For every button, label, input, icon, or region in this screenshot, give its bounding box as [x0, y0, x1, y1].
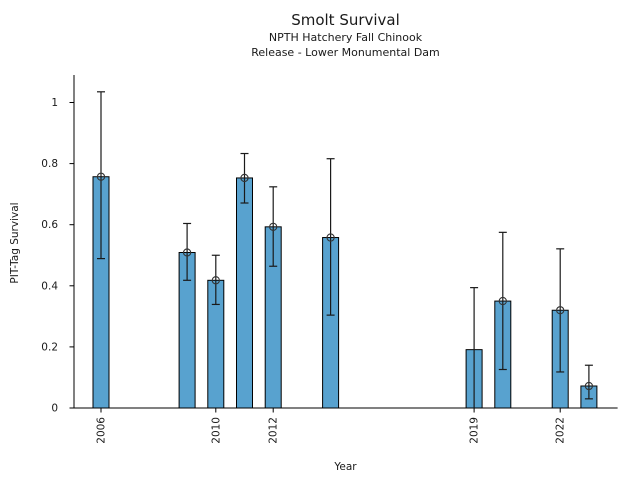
x-tick-label: 2019: [469, 417, 481, 444]
y-tick-label: 1: [51, 97, 58, 109]
point-marker-2023: [584, 381, 594, 391]
x-tick-label: 2010: [210, 417, 222, 444]
x-tick-label: 2022: [555, 417, 567, 444]
point-marker-2022: [556, 306, 565, 315]
point-marker-2011: [240, 173, 249, 183]
chart-title: Smolt Survival: [291, 11, 400, 29]
x-axis-label: Year: [334, 461, 357, 473]
point-marker-2012: [269, 222, 278, 231]
y-tick-label: 0.8: [41, 158, 58, 170]
y-tick-label: 0.6: [41, 219, 58, 231]
point-marker-2006: [96, 172, 106, 181]
x-tick-label: 2006: [96, 417, 108, 444]
y-tick-label: 0.2: [41, 341, 58, 353]
chart-subtitle-line2: Release - Lower Monumental Dam: [251, 46, 440, 59]
y-tick-label: 0.4: [41, 280, 58, 292]
chart-subtitle-line1: NPTH Hatchery Fall Chinook: [268, 31, 423, 44]
bar-2011: [236, 177, 253, 409]
y-tick-label: 0: [51, 403, 58, 415]
point-marker-2014: [326, 233, 335, 242]
point-marker-2009: [182, 248, 192, 257]
point-marker-2020: [498, 296, 507, 306]
point-marker-2010: [211, 276, 220, 285]
x-tick-label: 2012: [268, 417, 280, 444]
